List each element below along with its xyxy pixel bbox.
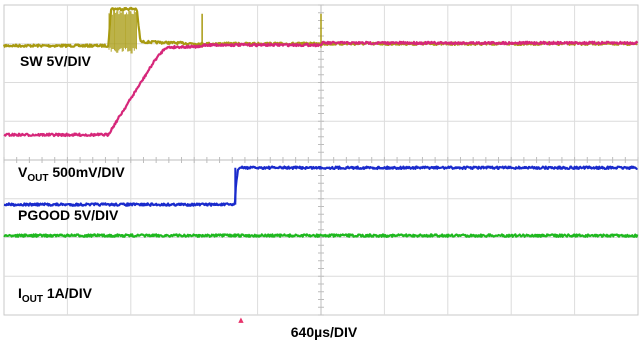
trace-sw bbox=[2, 6, 638, 54]
trace-pgood bbox=[3, 165, 639, 207]
trace-line-pgood bbox=[3, 165, 639, 207]
vout-label-rest: 500mV/DIV bbox=[48, 164, 125, 180]
trace-line-vout bbox=[3, 40, 639, 138]
iout-label: IOUT 1A/DIV bbox=[18, 285, 93, 305]
trace-iout bbox=[3, 233, 639, 238]
trace-line-iout bbox=[3, 233, 639, 238]
trace-group bbox=[2, 6, 639, 238]
sw-label: SW 5V/DIV bbox=[20, 53, 91, 69]
iout-label-rest: 1A/DIV bbox=[43, 285, 93, 301]
trigger-marker: ▲ bbox=[238, 316, 244, 324]
pgood-label: PGOOD 5V/DIV bbox=[18, 207, 119, 223]
sw-switching-burst bbox=[108, 8, 137, 54]
iout-label-main: I bbox=[18, 285, 22, 301]
x-axis-label: 640µs/DIV bbox=[291, 324, 358, 340]
vout-label-sub: OUT bbox=[27, 173, 48, 184]
iout-label-sub: OUT bbox=[22, 294, 43, 305]
trace-vout bbox=[3, 40, 639, 138]
vout-label: VOUT 500mV/DIV bbox=[18, 164, 125, 184]
graticule bbox=[3, 4, 639, 316]
vout-label-main: V bbox=[18, 164, 28, 180]
trace-labels: SW 5V/DIV VOUT 500mV/DIV PGOOD 5V/DIV IO… bbox=[18, 53, 358, 340]
